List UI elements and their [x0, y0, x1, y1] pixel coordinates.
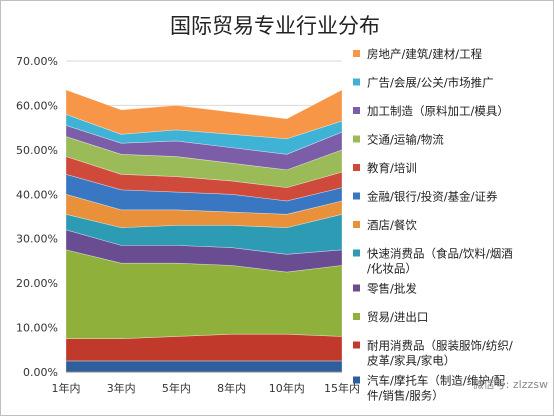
- legend-label: 耐用消费品（服装服饰/纺织/: [367, 339, 513, 353]
- watermark-text: 微信号: zlzzsw: [473, 377, 548, 391]
- legend-swatch: [353, 78, 360, 86]
- x-tick-label: 3年内: [107, 381, 136, 395]
- y-tick-label: 50.00%: [16, 144, 58, 157]
- legend-label: 汽车/摩托车（制造/维护/配: [367, 374, 506, 388]
- area-series-11: [65, 89, 343, 140]
- legend-label: 酒店/餐饮: [367, 218, 417, 232]
- legend-label: 件/销售/服务）: [367, 389, 444, 403]
- legend-swatch: [353, 341, 360, 349]
- legend-label: 金融/银行/投资/基金/证券: [367, 190, 498, 204]
- legend-swatch: [353, 107, 360, 114]
- area-series-0: [65, 360, 343, 373]
- y-tick-label: 40.00%: [16, 188, 58, 201]
- legend-label: 零售/批发: [367, 282, 417, 296]
- legend-label: 房地产/建筑/建材/工程: [367, 47, 483, 61]
- legend-label: 交通/运输/物流: [367, 133, 444, 147]
- legend-label: 加工制造（原料加工/模具）: [367, 104, 509, 118]
- legend-label: 皮革/家具/家电）: [367, 354, 455, 368]
- area-bands: [65, 89, 343, 373]
- legend-swatch: [353, 192, 360, 200]
- y-tick-label: 60.00%: [16, 99, 58, 112]
- legend-label: 贸易/进出口: [367, 310, 428, 324]
- y-tick-label: 70.00%: [16, 55, 58, 68]
- x-tick-label: 1年内: [52, 381, 81, 395]
- x-tick-label: 15年内: [324, 381, 360, 395]
- legend-swatch: [353, 313, 360, 320]
- legend-swatch: [353, 164, 360, 171]
- legend-label: /化妆品）: [367, 262, 417, 276]
- x-tick-label: 10年内: [269, 381, 305, 395]
- legend-swatch: [353, 135, 360, 143]
- y-tick-label: 10.00%: [16, 322, 58, 335]
- legend-swatch: [353, 221, 360, 228]
- y-axis: 0.00% 10.00% 20.00% 30.00% 40.00% 50.00% 60.00…: [16, 55, 58, 379]
- y-tick-label: 30.00%: [16, 233, 58, 246]
- x-tick-label: 5年内: [162, 381, 191, 395]
- y-tick-label: 0.00%: [23, 366, 58, 379]
- x-axis: 1年内 3年内 5年内 8年内 10年内 15年内: [52, 371, 360, 395]
- legend-swatch: [353, 50, 360, 57]
- x-tick-label: 8年内: [217, 381, 246, 395]
- legend-swatch: [353, 284, 360, 292]
- legend-swatch: [353, 249, 360, 257]
- legend-label: 快速消费品（食品/饮料/烟酒: [367, 247, 513, 261]
- legend-swatch: [353, 376, 360, 384]
- legend-label: 教育/培训: [367, 161, 417, 175]
- legend-label: 广告/会展/公关/市场推广: [367, 76, 494, 90]
- chart-title: 国际贸易专业行业分布: [170, 14, 380, 38]
- y-tick-label: 20.00%: [16, 277, 58, 290]
